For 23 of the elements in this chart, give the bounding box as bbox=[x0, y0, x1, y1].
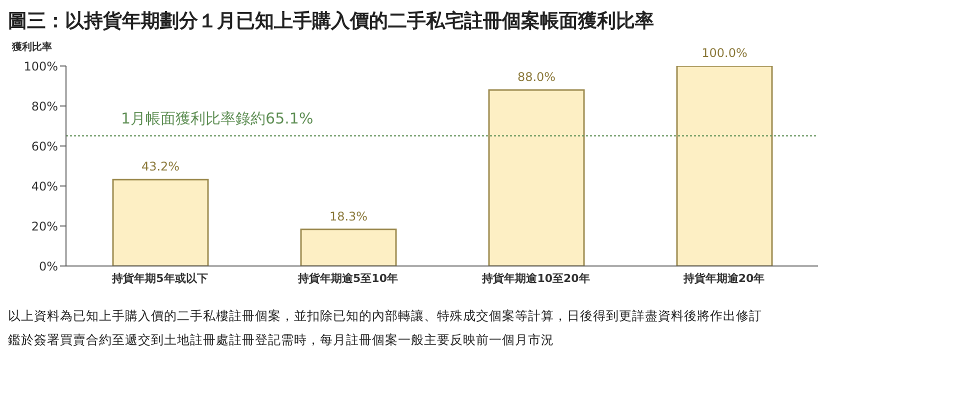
y-axis-title: 獲利比率 bbox=[12, 42, 52, 53]
data-label: 18.3% bbox=[329, 209, 368, 224]
bar bbox=[112, 178, 209, 266]
y-tick-label: 20% bbox=[31, 219, 58, 234]
text: 鑑於簽署買賣合約至遞交到土地註冊處註冊登記需時，每月註冊個案一般主要反映前一個月市況 bbox=[8, 331, 555, 349]
x-tick-label: 持貨年期5年或以下 bbox=[111, 272, 208, 285]
x-tick-label: 持貨年期逾10至20年 bbox=[481, 272, 590, 285]
data-label: 43.2% bbox=[141, 160, 180, 174]
x-tick-label: 持貨年期逾20年 bbox=[682, 272, 765, 285]
x-tick-label: 持貨年期逾5至10年 bbox=[297, 272, 398, 285]
bar bbox=[488, 89, 585, 266]
y-tick-label: 100% bbox=[24, 59, 58, 74]
data-label: 88.0% bbox=[517, 70, 556, 84]
text: 以上資料為已知上手購入價的二手私樓註冊個案，並扣除已知的內部轉讓、特殊成交個案等計算，日後得到更詳盡資料後將作出修訂 bbox=[8, 307, 763, 325]
bar bbox=[300, 228, 397, 266]
data-label: 100.0% bbox=[702, 46, 748, 60]
ref-line-label: 1月帳面獲利比率錄約65.1% bbox=[121, 109, 314, 128]
y-tick-label: 40% bbox=[31, 179, 58, 194]
y-tick-label: 80% bbox=[31, 99, 58, 114]
bar bbox=[676, 66, 773, 266]
y-tick-label: 60% bbox=[31, 139, 58, 154]
chart-title: 圖三：以持貨年期劃分１月已知上手購入價的二手私宅註冊個案帳面獲利比率 bbox=[8, 9, 655, 34]
y-tick-label: 0% bbox=[38, 259, 58, 274]
